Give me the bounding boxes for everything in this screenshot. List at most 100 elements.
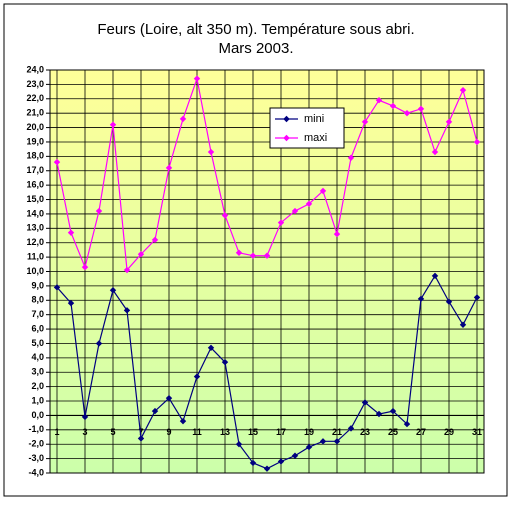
data-point	[347, 425, 355, 432]
data-point	[459, 86, 467, 94]
x-tick-label: 15	[248, 427, 258, 437]
y-tick-label: -4,0	[28, 467, 44, 477]
legend: mini maxi	[269, 107, 345, 149]
x-tick-label: 9	[166, 427, 171, 437]
chart-subtitle: Mars 2003.	[218, 40, 293, 57]
data-point	[291, 452, 299, 459]
x-tick-label: 13	[220, 427, 230, 437]
data-point	[403, 420, 411, 428]
data-point	[53, 284, 61, 291]
data-point	[305, 200, 313, 208]
data-point	[361, 118, 369, 126]
legend-marker	[283, 115, 290, 123]
y-tick-label: 15,0	[26, 194, 44, 204]
y-tick-label: 6,0	[31, 323, 44, 333]
data-point	[151, 407, 159, 415]
y-tick-label: 13,0	[26, 223, 44, 233]
data-point	[123, 266, 131, 274]
data-point	[95, 340, 103, 347]
data-point	[277, 458, 285, 465]
data-point	[389, 102, 397, 110]
x-tick-label: 29	[444, 427, 454, 437]
y-tick-label: 21,0	[26, 108, 44, 118]
y-tick-label: 20,0	[26, 122, 44, 132]
data-point	[459, 321, 467, 328]
y-tick-label: 16,0	[26, 180, 44, 190]
y-tick-label: 19,0	[26, 136, 44, 146]
data-point	[417, 105, 425, 113]
data-point	[445, 118, 453, 126]
y-tick-label: 22,0	[26, 93, 44, 103]
data-point	[291, 207, 299, 215]
x-tick-label: 11	[192, 427, 202, 437]
y-tick-label: 17,0	[26, 165, 44, 175]
data-point	[81, 413, 89, 421]
data-point	[473, 294, 481, 301]
legend-label: maxi	[304, 132, 327, 144]
data-point	[319, 187, 327, 195]
data-point	[221, 358, 229, 366]
data-point	[207, 344, 215, 351]
legend-box	[269, 107, 345, 149]
y-tick-label: 23,0	[26, 79, 44, 89]
data-point	[403, 109, 411, 117]
data-point	[95, 207, 103, 215]
data-point	[67, 299, 75, 307]
data-point	[417, 295, 425, 303]
y-tick-label: -3,0	[28, 453, 44, 463]
data-point	[81, 263, 89, 271]
x-tick-label: 23	[360, 427, 370, 437]
data-point	[53, 158, 61, 166]
data-point	[179, 115, 187, 123]
y-tick-label: 0,0	[31, 410, 44, 420]
data-point	[277, 219, 285, 226]
plot-frame	[49, 69, 485, 474]
data-point	[249, 459, 257, 467]
legend-marker	[283, 134, 290, 142]
x-tick-label: 5	[110, 427, 115, 437]
chart-title: Feurs (Loire, alt 350 m). Température so…	[97, 21, 414, 38]
data-point	[375, 97, 383, 104]
legend-label: mini	[304, 113, 324, 125]
data-point	[319, 438, 327, 445]
y-tick-label: 11,0	[27, 251, 44, 261]
data-point	[333, 438, 341, 445]
data-point	[249, 252, 257, 259]
x-tick-label: 7	[138, 427, 143, 437]
data-point	[151, 236, 159, 244]
x-tick-label: 3	[82, 427, 87, 437]
x-tick-label: 17	[276, 427, 286, 437]
data-point	[431, 272, 439, 280]
y-tick-label: 24,0	[26, 64, 44, 74]
y-tick-label: 3,0	[31, 367, 44, 377]
data-point	[109, 287, 117, 294]
x-tick-label: 27	[416, 427, 426, 437]
data-point	[137, 251, 145, 258]
data-point	[123, 307, 131, 314]
x-tick-label: 1	[54, 427, 59, 437]
data-point	[305, 443, 313, 451]
x-tick-label: 21	[332, 427, 342, 437]
x-tick-label: 31	[472, 427, 482, 437]
data-point	[263, 252, 271, 259]
data-point	[193, 75, 201, 82]
data-point	[165, 164, 173, 172]
y-tick-label: -1,0	[28, 424, 44, 434]
data-point	[221, 212, 229, 219]
y-tick-label: 12,0	[26, 237, 44, 247]
y-tick-label: -2,0	[28, 439, 44, 449]
x-tick-label: 25	[388, 427, 398, 437]
data-point	[375, 410, 383, 418]
y-tick-label: 1,0	[31, 395, 44, 405]
data-point	[263, 465, 271, 472]
data-point	[333, 230, 341, 238]
data-point	[389, 407, 397, 415]
data-point	[109, 121, 117, 128]
y-tick-label: 10,0	[26, 266, 44, 276]
data-point	[207, 148, 215, 156]
data-point	[473, 138, 481, 146]
data-point	[67, 229, 75, 236]
data-point	[361, 399, 369, 406]
y-tick-label: 2,0	[31, 381, 44, 391]
